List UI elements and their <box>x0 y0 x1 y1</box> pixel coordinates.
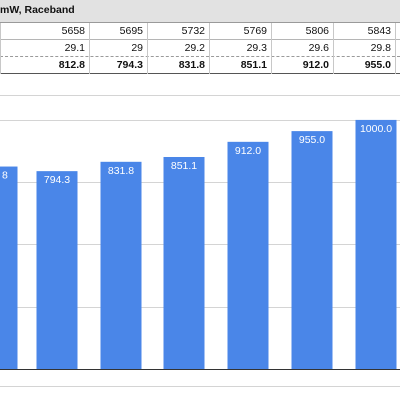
table-title: mW, Raceband <box>0 4 75 16</box>
bar <box>163 156 205 369</box>
bar-value-label: 955.0 <box>299 134 325 146</box>
chart-svg: 8 794.3 831.8 851.1 912.0 955.0 1000.0 <box>0 95 400 387</box>
table-title-row: mW, Raceband <box>0 0 400 23</box>
bar <box>291 131 333 369</box>
table-cell: 955.0 <box>334 57 396 74</box>
data-table: mW, Raceband 5658 5695 5732 5769 5806 5843 29… <box>0 0 400 80</box>
table-header-row: 5658 5695 5732 5769 5806 5843 <box>0 23 400 40</box>
table-cell: 794.3 <box>90 57 148 74</box>
bar-value-label: 912.0 <box>235 145 261 157</box>
table-cell: 29.6 <box>272 40 334 57</box>
table-row: 812.8 794.3 831.8 851.1 912.0 955.0 <box>0 57 400 74</box>
table-cell: 29.3 <box>210 40 272 57</box>
table-cell: 29.1 <box>0 40 90 57</box>
table-cell: 831.8 <box>148 57 210 74</box>
bar-value-label: 831.8 <box>108 165 134 177</box>
table-cell: 5732 <box>148 23 210 40</box>
bar-value-label: 794.3 <box>44 174 70 186</box>
bar <box>355 119 397 369</box>
table-cell: 5806 <box>272 23 334 40</box>
bar-value-label: 851.1 <box>171 160 197 172</box>
bar-chart: 8 794.3 831.8 851.1 912.0 955.0 1000.0 <box>0 92 400 400</box>
bar <box>36 171 78 369</box>
bar-value-label: 8 <box>2 170 8 182</box>
bar <box>100 161 142 369</box>
table-edge <box>0 23 1 40</box>
table-cell: 29 <box>90 40 148 57</box>
bar <box>227 141 269 369</box>
table-cell: 5695 <box>90 23 148 40</box>
table-edge <box>0 57 1 74</box>
table-cell: 29.8 <box>334 40 396 57</box>
table-cell: 5769 <box>210 23 272 40</box>
table-row: 29.1 29 29.2 29.3 29.6 29.8 <box>0 40 400 57</box>
table-cell: 5658 <box>0 23 90 40</box>
bar-value-label: 1000.0 <box>360 123 392 135</box>
table-cell: 912.0 <box>272 57 334 74</box>
table-edge <box>0 40 1 57</box>
table-cell: 812.8 <box>0 57 90 74</box>
table-cell: 851.1 <box>210 57 272 74</box>
bar <box>0 166 18 369</box>
table-cell: 29.2 <box>148 40 210 57</box>
table-cell: 5843 <box>334 23 396 40</box>
